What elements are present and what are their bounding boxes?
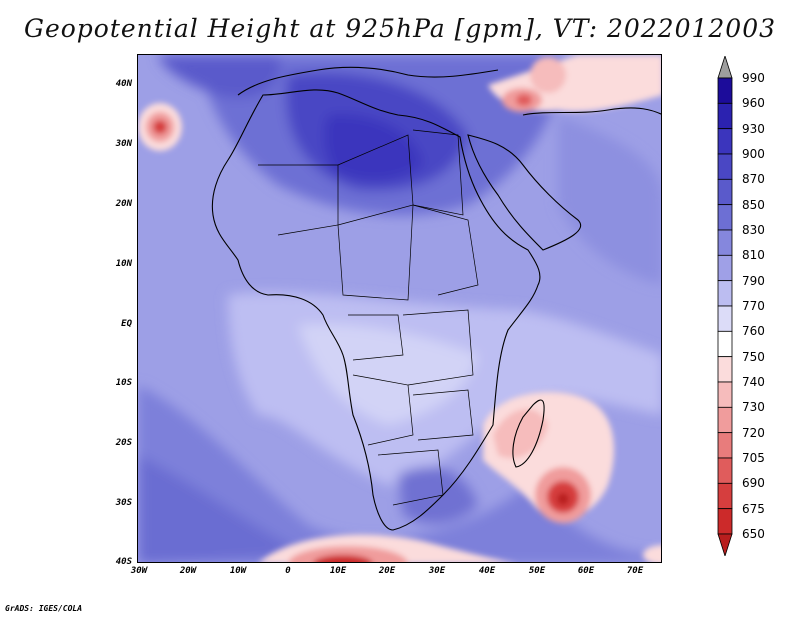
- colorbar-swatch: [717, 482, 733, 510]
- lat-label-10n: 10N: [115, 259, 132, 269]
- border-line: [337, 204, 414, 301]
- colorbar-level-label: 750: [742, 349, 765, 364]
- colorbar-swatch: [717, 381, 733, 408]
- border-line: [412, 129, 464, 216]
- arabia-contour: [558, 115, 661, 285]
- northwest-contour: [158, 55, 280, 98]
- lat-label-40s: 40S: [115, 557, 132, 567]
- colorbar-level-label: 990: [742, 71, 765, 85]
- lon-label-0: 0: [285, 566, 291, 576]
- colorbar-swatch: [717, 204, 733, 231]
- border-line: [412, 204, 479, 296]
- lon-label-50e: 50E: [528, 566, 546, 576]
- lon-label-30w: 30W: [130, 566, 148, 576]
- lat-label-30s: 30S: [115, 498, 132, 508]
- colorbar-level-label: 720: [742, 425, 765, 440]
- colorbar-swatch: [717, 128, 733, 155]
- madagascar-coastline: [512, 399, 545, 468]
- lat-label-10s: 10S: [115, 378, 132, 388]
- mediterranean-north-coast: [237, 66, 499, 96]
- country-borders: [258, 129, 479, 506]
- colorbar-swatch: [717, 406, 733, 434]
- colorbar-level-label: 900: [742, 147, 765, 161]
- lat-label-40n: 40N: [115, 79, 132, 89]
- middle-east-low-east: [530, 57, 566, 93]
- madagascar-low-core: [557, 493, 569, 505]
- lon-label-60e: 60E: [577, 566, 595, 576]
- colorbar-level-label: 810: [742, 248, 765, 263]
- colorbar-swatch: [717, 330, 733, 358]
- colorbar-swatch: [717, 229, 733, 256]
- border-line: [402, 309, 474, 386]
- lon-label-10w: 10W: [229, 566, 247, 576]
- geopotential-map: [138, 55, 661, 562]
- border-line: [352, 374, 414, 446]
- caspian-coast: [522, 107, 661, 116]
- lon-label-20e: 20E: [378, 566, 396, 576]
- colorbar-swatch: [717, 457, 733, 484]
- lon-label-40e: 40E: [478, 566, 496, 576]
- colorbar-level-label: 830: [742, 223, 765, 237]
- atlantic-low-core: [153, 120, 167, 134]
- lon-label-20w: 20W: [179, 566, 197, 576]
- border-line: [412, 389, 474, 441]
- lon-label-30e: 30E: [428, 566, 446, 576]
- africa-coastline: [211, 89, 541, 531]
- colorbar-level-label: 850: [742, 197, 765, 212]
- colorbar-swatch: [717, 102, 733, 130]
- colorbar-top-arrow: [717, 56, 733, 79]
- lat-label-20s: 20S: [115, 438, 132, 448]
- southwest-contour: [138, 455, 308, 562]
- south-low-core: [313, 555, 373, 562]
- lat-label-30n: 30N: [115, 139, 132, 149]
- lon-label-70e: 70E: [626, 566, 644, 576]
- arabia-coastline: [467, 134, 581, 251]
- map-title: Geopotential Height at 925hPa [gpm], VT:…: [23, 14, 777, 43]
- colorbar-level-label: 770: [742, 299, 765, 313]
- colorbar-swatch: [717, 356, 733, 383]
- lon-label-10e: 10E: [329, 566, 347, 576]
- colorbar-level-label: 675: [742, 501, 765, 516]
- equatorial-contour: [298, 324, 478, 425]
- colorbar-level-label: 870: [742, 172, 765, 187]
- colorbar-level-label: 650: [742, 527, 765, 541]
- lat-label-eq: EQ: [121, 319, 132, 329]
- colorbar-level-label: 960: [742, 96, 765, 111]
- colorbar-level-label: 930: [742, 121, 765, 136]
- madagascar-low-west: [493, 408, 548, 459]
- southern-africa-contour: [398, 466, 478, 524]
- coastlines: [211, 66, 661, 531]
- colorbar-swatch: [717, 77, 733, 104]
- grads-credit: GrADS: IGES/COLA: [5, 604, 83, 613]
- border-line: [258, 164, 339, 236]
- colorbar-swatch: [717, 254, 733, 282]
- colorbar-swatch: [717, 178, 733, 206]
- middle-east-low-core: [516, 94, 532, 106]
- southeast-low: [643, 545, 661, 562]
- colorbar-level-label: 690: [742, 476, 765, 491]
- colorbar-swatch: [717, 432, 733, 459]
- south-atlantic-contour: [138, 385, 661, 562]
- colorbar-level-label: 705: [742, 451, 765, 465]
- south-low-mid: [288, 546, 408, 562]
- colorbar-swatch: [717, 305, 733, 332]
- border-line: [337, 134, 414, 226]
- colorbar-swatch: [717, 280, 733, 307]
- colorbar-level-label: 790: [742, 273, 765, 288]
- north-africa-contour-930: [324, 114, 423, 181]
- border-line: [348, 314, 404, 361]
- colorbar: [717, 56, 733, 556]
- colorbar-level-label: 740: [742, 375, 765, 389]
- colorbar-bottom-arrow: [717, 533, 733, 556]
- colorbar-swatch: [717, 153, 733, 180]
- colorbar-level-label: 730: [742, 400, 765, 415]
- colorbar-swatch: [717, 508, 733, 535]
- colorbar-level-label: 760: [742, 324, 765, 339]
- map-plot-area: [137, 54, 662, 563]
- border-line: [377, 449, 444, 506]
- lat-label-20n: 20N: [115, 199, 132, 209]
